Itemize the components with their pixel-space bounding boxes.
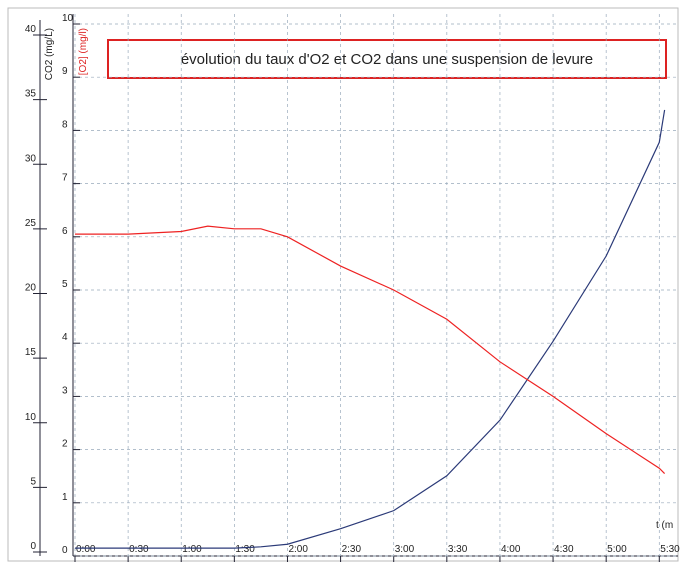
- y-tick-label: 30: [25, 153, 37, 164]
- y-tick-label: 5: [30, 476, 36, 487]
- x-tick-label: 0:00: [76, 544, 96, 555]
- y-axis-label: CO2 (mg/L): [44, 28, 55, 80]
- y2-tick-label: 8: [62, 119, 68, 130]
- x-tick-label: 5:00: [607, 544, 627, 555]
- data-line: [75, 109, 666, 549]
- y2-axis-label: [O2] (mg/l): [78, 28, 89, 75]
- y-tick-label: 40: [25, 24, 37, 35]
- y-tick-label: 25: [25, 218, 37, 229]
- y2-tick-label: 2: [62, 439, 68, 450]
- y2-tick-label: 10: [62, 13, 74, 24]
- x-tick-label: 2:30: [342, 544, 362, 555]
- y2-tick-label: 0: [62, 545, 68, 556]
- y-tick-label: 20: [25, 283, 37, 294]
- frame: [7, 7, 679, 562]
- y-tick-label: 10: [25, 412, 37, 423]
- y2-tick-label: 9: [62, 66, 68, 77]
- title-box: [107, 39, 667, 79]
- y-tick-label: 35: [25, 89, 37, 100]
- chart-title: évolution du taux d'O2 et CO2 dans une s…: [181, 51, 593, 68]
- y2-tick-label: 1: [62, 492, 68, 503]
- y2-tick-label: 6: [62, 226, 68, 237]
- y-tick-label: 0: [30, 541, 36, 552]
- y2-tick-label: 5: [62, 279, 68, 290]
- x-axis-label: t (m: [656, 520, 673, 531]
- x-tick-label: 4:30: [554, 544, 574, 555]
- y-tick-label: 15: [25, 347, 37, 358]
- x-tick-label: 0:30: [129, 544, 149, 555]
- data-line: [75, 225, 666, 474]
- x-tick-label: 1:30: [235, 544, 255, 555]
- x-tick-label: 2:00: [288, 544, 308, 555]
- x-tick-label: 1:00: [182, 544, 202, 555]
- y2-tick-label: 3: [62, 385, 68, 396]
- x-tick-label: 4:00: [501, 544, 521, 555]
- y2-tick-label: 4: [62, 332, 68, 343]
- y2-tick-label: 7: [62, 173, 68, 184]
- x-tick-label: 3:30: [448, 544, 468, 555]
- x-tick-label: 3:00: [395, 544, 415, 555]
- x-tick-label: 5:30: [660, 544, 680, 555]
